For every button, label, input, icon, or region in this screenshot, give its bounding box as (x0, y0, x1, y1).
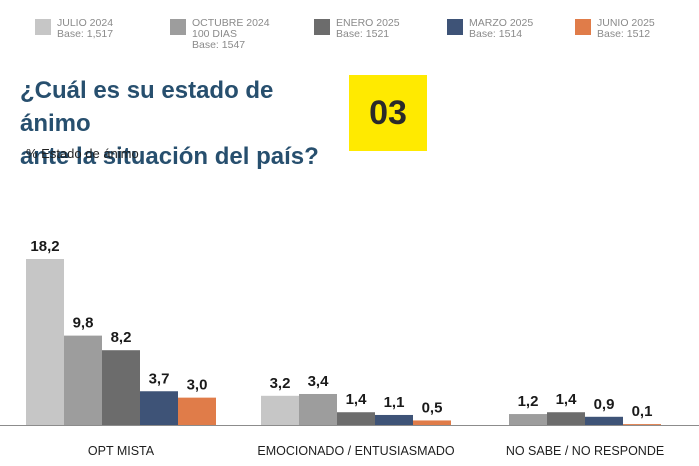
data-label: 3,2 (270, 375, 291, 392)
legend-label: ENERO 2025 (336, 17, 400, 29)
data-label: 3,0 (187, 377, 208, 394)
data-label: 1,4 (346, 391, 368, 408)
bar (178, 397, 216, 425)
chart-title: ¿Cuál es su estado de ánimo ante la situ… (20, 74, 350, 173)
legend-label: OCTUBRE 2024 (192, 17, 270, 29)
legend-label: MARZO 2025 (469, 17, 534, 29)
legend-base: Base: 1,517 (57, 28, 114, 40)
data-label: 3,7 (149, 370, 170, 387)
legend-label: JUNIO 2025 (597, 17, 655, 29)
chart-number-badge: 03 (349, 75, 427, 151)
bar (64, 335, 102, 425)
legend: JULIO 2024 Base: 1,517 OCTUBRE 2024 100 … (0, 16, 699, 62)
data-label: 1,2 (518, 393, 539, 410)
bar (102, 350, 140, 425)
chart-title-line-1: ¿Cuál es su estado de ánimo (20, 77, 274, 137)
legend-swatch-octubre-2024 (170, 19, 186, 35)
legend-sublabel: 100 DIAS (192, 28, 237, 40)
legend-swatch-enero-2025 (314, 19, 330, 35)
bar (299, 393, 337, 425)
bar (509, 414, 547, 425)
data-label: 3,4 (308, 373, 330, 390)
category-label: OPT MISTA (88, 444, 155, 458)
chart-title-line-2: ante la situación del país? (20, 143, 319, 170)
bar (623, 424, 661, 425)
legend-base: Base: 1547 (192, 39, 246, 51)
data-label: 0,1 (632, 403, 653, 420)
legend-label: JULIO 2024 (57, 17, 114, 29)
legend-base: Base: 1521 (336, 28, 390, 40)
data-label: 9,8 (73, 315, 94, 332)
legend-base: Base: 1512 (597, 28, 651, 40)
category-label: EMOCIONADO / ENTUSIASMADO (257, 444, 455, 458)
legend-base: Base: 1514 (469, 28, 523, 40)
bar (337, 412, 375, 425)
bar (547, 412, 585, 425)
data-label: 8,2 (111, 329, 132, 346)
legend-swatch-julio-2024 (35, 19, 51, 35)
category-label: NO SABE / NO RESPONDE (506, 444, 664, 458)
bar (26, 259, 64, 425)
data-label: 1,4 (556, 391, 578, 408)
legend-swatch-junio-2025 (575, 19, 591, 35)
bar (413, 420, 451, 425)
data-label: 18,2 (30, 238, 59, 255)
data-label: 0,5 (422, 399, 443, 416)
bar (261, 395, 299, 425)
bar (140, 391, 178, 425)
chart-subtitle: % Estado de ánimo (26, 146, 139, 161)
data-label: 1,1 (384, 394, 405, 411)
legend-swatch-marzo-2025 (447, 19, 463, 35)
bar (375, 414, 413, 425)
data-label: 0,9 (594, 396, 615, 413)
bar (585, 416, 623, 425)
